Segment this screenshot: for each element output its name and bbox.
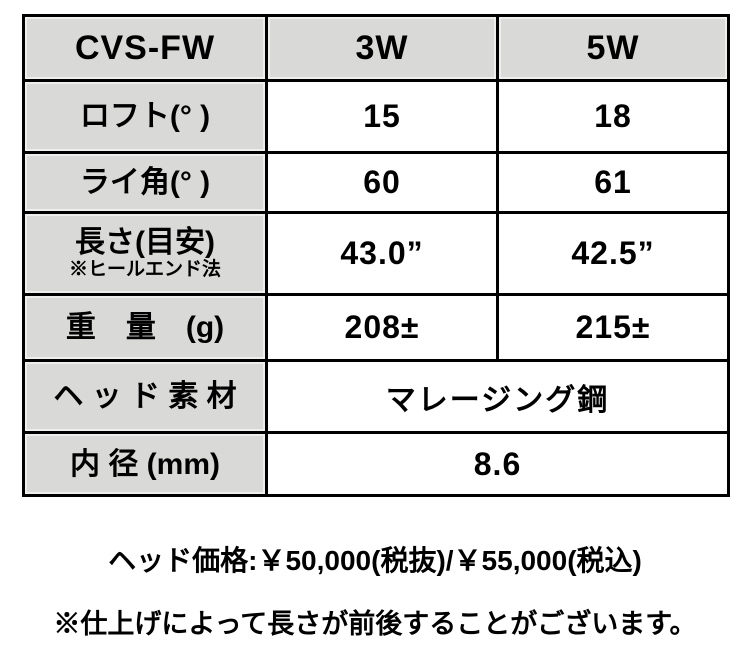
value-length-3w: 43.0” [265, 211, 499, 296]
value-lie-5w: 61 [496, 151, 730, 214]
value-loft-3w: 15 [265, 79, 499, 154]
model-name-cell: CVS-FW [22, 14, 268, 82]
row-label-loft: ロフト(° ) [22, 79, 268, 154]
value-length-5w: 42.5” [496, 211, 730, 296]
finishing-note-text: ※仕上げによって長さが前後することがございます。 [53, 609, 697, 639]
value-loft-5w: 18 [496, 79, 730, 154]
row-head-material: ヘ ッ ド 素 材 マレージング鋼 [22, 359, 730, 434]
value-weight-3w: 208± [265, 293, 499, 362]
row-inner-diameter: 内 径 (mm) 8.6 [22, 431, 730, 497]
row-weight: 重 量 (g) 208± 215± [22, 293, 730, 362]
head-price-text: ヘッド価格:￥50,000(税抜)/￥55,000(税込) [108, 545, 642, 576]
row-label-weight: 重 量 (g) [22, 293, 268, 362]
value-inner-diameter: 8.6 [265, 431, 730, 497]
row-loft: ロフト(° ) 15 18 [22, 79, 730, 154]
row-label-head-material: ヘ ッ ド 素 材 [22, 359, 268, 434]
table-header-row: CVS-FW 3W 5W [22, 14, 730, 82]
row-label-lie-angle: ライ角(° ) [22, 151, 268, 214]
spec-table: CVS-FW 3W 5W ロフト(° ) 15 18 ライ角(° ) [22, 14, 730, 497]
col-header-5w: 5W [496, 14, 730, 82]
length-method-note: ※ヒールエンド法 [68, 259, 221, 281]
col-header-3w: 3W [265, 14, 499, 82]
value-lie-3w: 60 [265, 151, 499, 214]
model-name: CVS-FW [74, 28, 216, 67]
value-head-material: マレージング鋼 [265, 359, 730, 434]
value-weight-5w: 215± [496, 293, 730, 362]
row-label-inner-diameter: 内 径 (mm) [22, 431, 268, 497]
row-label-length: 長さ(目安) ※ヒールエンド法 [22, 211, 268, 296]
row-length: 長さ(目安) ※ヒールエンド法 43.0” 42.5” [22, 211, 730, 296]
row-lie-angle: ライ角(° ) 60 61 [22, 151, 730, 214]
